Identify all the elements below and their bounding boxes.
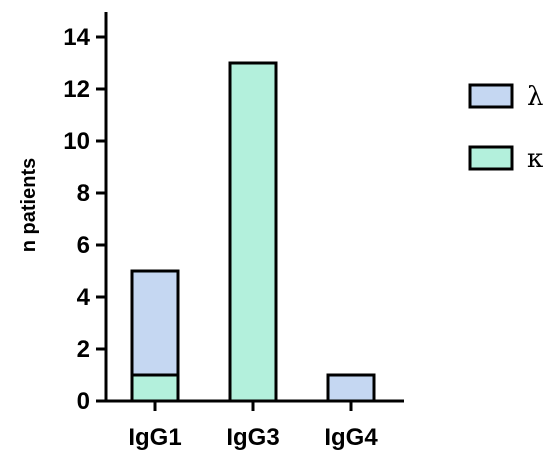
bar-IgG4-λ bbox=[326, 373, 376, 403]
y-tick-label: 6 bbox=[77, 232, 90, 259]
legend-label: λ bbox=[527, 82, 543, 112]
y-tick-label: 14 bbox=[63, 24, 90, 51]
bar-IgG1-λ bbox=[130, 269, 180, 377]
bar-IgG1-κ bbox=[130, 373, 180, 403]
legend-label: κ bbox=[527, 144, 543, 174]
x-axis-ticks: IgG1 IgG3 IgG4 bbox=[128, 401, 378, 451]
y-tick-label: 8 bbox=[77, 180, 90, 207]
y-tick-label: 4 bbox=[77, 284, 91, 311]
bar-IgG3-κ bbox=[228, 61, 278, 403]
x-tick-label: IgG1 bbox=[128, 424, 181, 451]
y-axis-ticks: 0 2 4 6 8 10 12 14 bbox=[63, 24, 106, 415]
legend-swatch bbox=[468, 83, 514, 109]
y-tick-label: 2 bbox=[77, 336, 90, 363]
y-axis-title: n patients bbox=[18, 158, 40, 252]
y-tick-label: 12 bbox=[63, 76, 90, 103]
x-tick-label: IgG3 bbox=[226, 424, 279, 451]
y-tick-label: 10 bbox=[63, 128, 90, 155]
x-tick-label: IgG4 bbox=[324, 424, 378, 451]
legend-swatch bbox=[468, 145, 514, 171]
legend: λκ bbox=[468, 82, 543, 174]
bars bbox=[130, 61, 376, 403]
y-tick-label: 0 bbox=[77, 388, 90, 415]
